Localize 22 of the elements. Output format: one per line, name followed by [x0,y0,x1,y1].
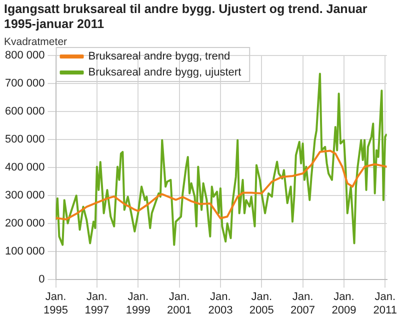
x-tick-label: Jan. 1999 [126,291,150,316]
chart-title: Igangsatt bruksareal til andre bygg. Ujustert og trend. Januar 1995-januar 2011 [4,2,368,32]
x-tick-label: Jan. 2011 [373,291,397,316]
y-tick-label: 0 [38,274,45,286]
x-tick-label: Jan. 2007 [290,291,316,316]
y-tick-label: 700 000 [4,78,45,90]
x-tick-label: Jan. 2003 [208,291,233,316]
x-tick-label: Jan. 2001 [167,291,192,316]
y-tick-label: 800 000 [4,50,45,62]
x-tick-label: Jan. 1995 [44,291,68,316]
x-tick-label: Jan. 1997 [84,291,110,316]
legend-label: Bruksareal andre bygg, ujustert [88,66,242,79]
y-tick-label: 500 000 [4,134,45,146]
y-tick-label: 300 000 [4,190,45,202]
legend-label: Bruksareal andre bygg, trend [88,50,230,63]
y-tick-label: 200 000 [4,218,45,230]
x-tick-label: Jan. 2005 [249,291,274,316]
y-tick-label: 600 000 [4,106,45,118]
x-tick-label: Jan. 2009 [332,291,356,316]
y-tick-label: 100 000 [4,246,45,258]
y-axis-title: Kvadratmeter [4,36,68,48]
y-tick-label: 400 000 [4,162,45,174]
